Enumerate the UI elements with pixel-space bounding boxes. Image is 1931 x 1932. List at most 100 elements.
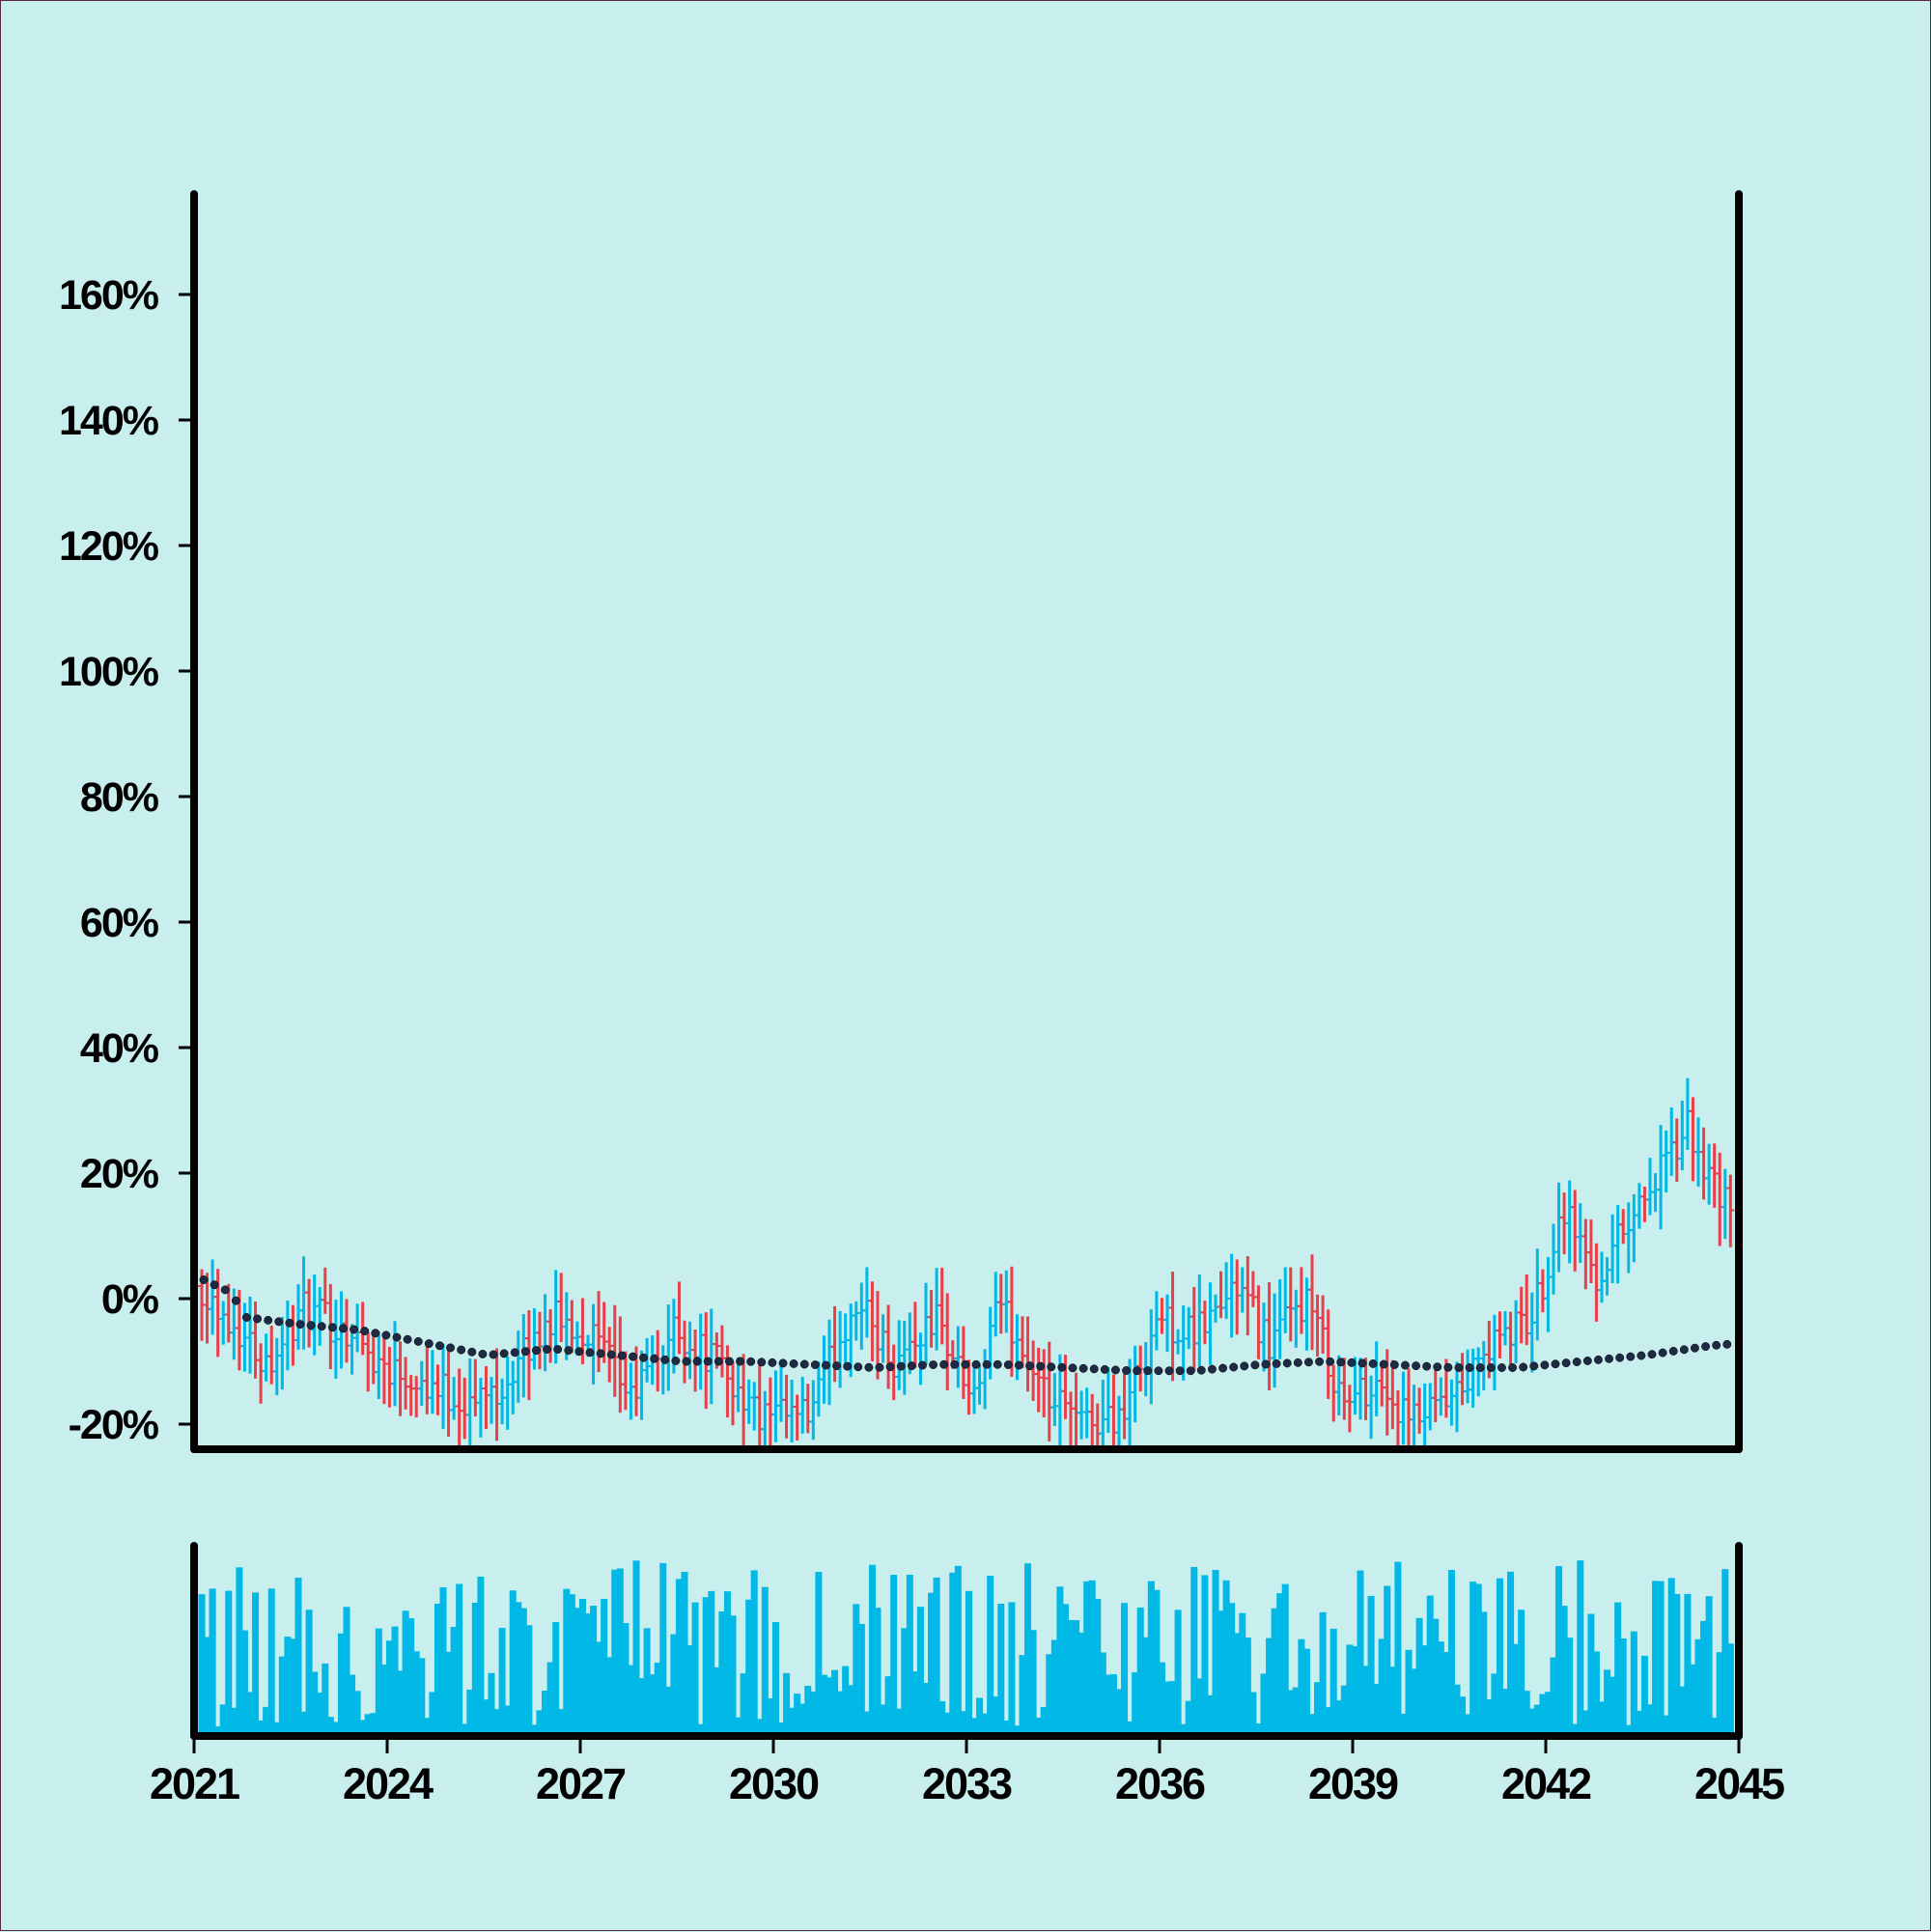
ohlc-bar [219,1301,228,1345]
ma-point [1582,1357,1592,1365]
ohlc-bar [1324,1309,1332,1399]
volume-bar [1459,1696,1467,1736]
volume-bar [622,1623,630,1736]
volume-bar [981,1713,989,1736]
ohlc-bar [1185,1306,1193,1350]
ohlc-bar [1212,1294,1219,1323]
ohlc-bar [557,1273,566,1342]
volume-bar [697,1723,705,1736]
volume-bar [1249,1692,1257,1736]
ohlc-bar [922,1282,930,1365]
ma-point [1519,1362,1528,1372]
volume-bar [349,1674,356,1736]
volume-bar [1592,1651,1600,1736]
ma-point [1143,1366,1153,1376]
ohlc-bar [981,1349,990,1410]
ohlc-bar [1029,1340,1038,1401]
ohlc-bar [1286,1267,1295,1342]
volume-bar [815,1572,823,1736]
volume-bar [434,1603,441,1736]
volume-bar [794,1694,801,1736]
volume-bar [252,1592,260,1736]
volume-bar [1169,1681,1177,1736]
ohlc-bar [536,1311,544,1370]
volume-bar [1437,1641,1444,1736]
volume-bar [1604,1669,1611,1736]
volume-bar [1158,1662,1165,1736]
volume-bar [928,1592,936,1736]
volume-bar [557,1709,565,1736]
ma-point [703,1357,713,1366]
volume-bar [863,1711,871,1736]
ohlc-bar [1716,1152,1724,1246]
volume-bar [1689,1664,1696,1736]
ohlc-bar [707,1308,715,1405]
moving-average-line [199,1275,1732,1376]
volume-bar [1571,1723,1579,1736]
ma-point [350,1325,359,1334]
ma-point [1368,1358,1378,1368]
volume-bar [568,1594,575,1736]
volume-bar [1587,1613,1595,1736]
ohlc-bar [1415,1387,1424,1434]
volume-bar [1619,1638,1627,1736]
ohlc-bar [1721,1168,1729,1240]
ma-point [1261,1359,1271,1369]
volume-bar [273,1722,281,1736]
volume-bar [1507,1571,1515,1736]
volume-bar [1378,1638,1385,1736]
volume-bar [1550,1657,1557,1736]
volume-bar [771,1621,779,1736]
volume-bar [702,1597,710,1736]
ma-point [778,1358,788,1368]
ma-point [714,1357,723,1366]
ma-point [564,1346,574,1356]
ma-point [1336,1358,1346,1367]
volume-bar [1180,1723,1188,1736]
y-tick-label: 160% [59,272,159,319]
volume-bar [1174,1610,1182,1736]
ohlc-bar [375,1331,383,1400]
volume-bar [370,1713,378,1736]
ma-point [1722,1339,1732,1349]
x-tick-label: 2036 [1115,1759,1205,1808]
ma-point [768,1358,777,1367]
ohlc-bar [761,1390,770,1446]
volume-bar [1013,1725,1021,1736]
volume-bar [1384,1585,1391,1736]
volume-bar [1652,1581,1660,1736]
ma-point [1486,1363,1496,1372]
ohlc-bar [627,1362,635,1420]
ohlc-bar [1538,1269,1547,1313]
volume-bar [1056,1586,1064,1736]
y-tick-label: 100% [59,649,159,695]
ohlc-bar [364,1331,373,1392]
volume-bar [1287,1690,1295,1736]
volume-bar [1335,1700,1343,1736]
ma-point [1701,1342,1711,1352]
ma-point [1561,1358,1571,1368]
volume-bar [289,1638,296,1736]
ma-point [821,1360,830,1370]
ma-point [241,1313,251,1322]
ohlc-bar [450,1377,459,1420]
ma-point [917,1360,927,1370]
volume-bar [1630,1631,1637,1736]
volume-bar [267,1588,275,1736]
ohlc-bar [750,1382,759,1431]
ma-point [1497,1363,1506,1372]
ma-point [457,1345,466,1355]
ohlc-bar [299,1256,308,1350]
ohlc-bar [305,1278,314,1348]
volume-bar [1705,1596,1713,1736]
ma-point [306,1321,316,1330]
ohlc-bar [509,1360,518,1414]
volume-bar [1271,1608,1278,1736]
volume-bar [943,1712,951,1736]
volume-bar [1684,1593,1692,1736]
volume-bar [1046,1654,1053,1736]
volume-bar [1351,1645,1358,1736]
ohlc-bar [675,1281,684,1355]
volume-bar [1094,1599,1102,1736]
ma-point [574,1347,584,1357]
